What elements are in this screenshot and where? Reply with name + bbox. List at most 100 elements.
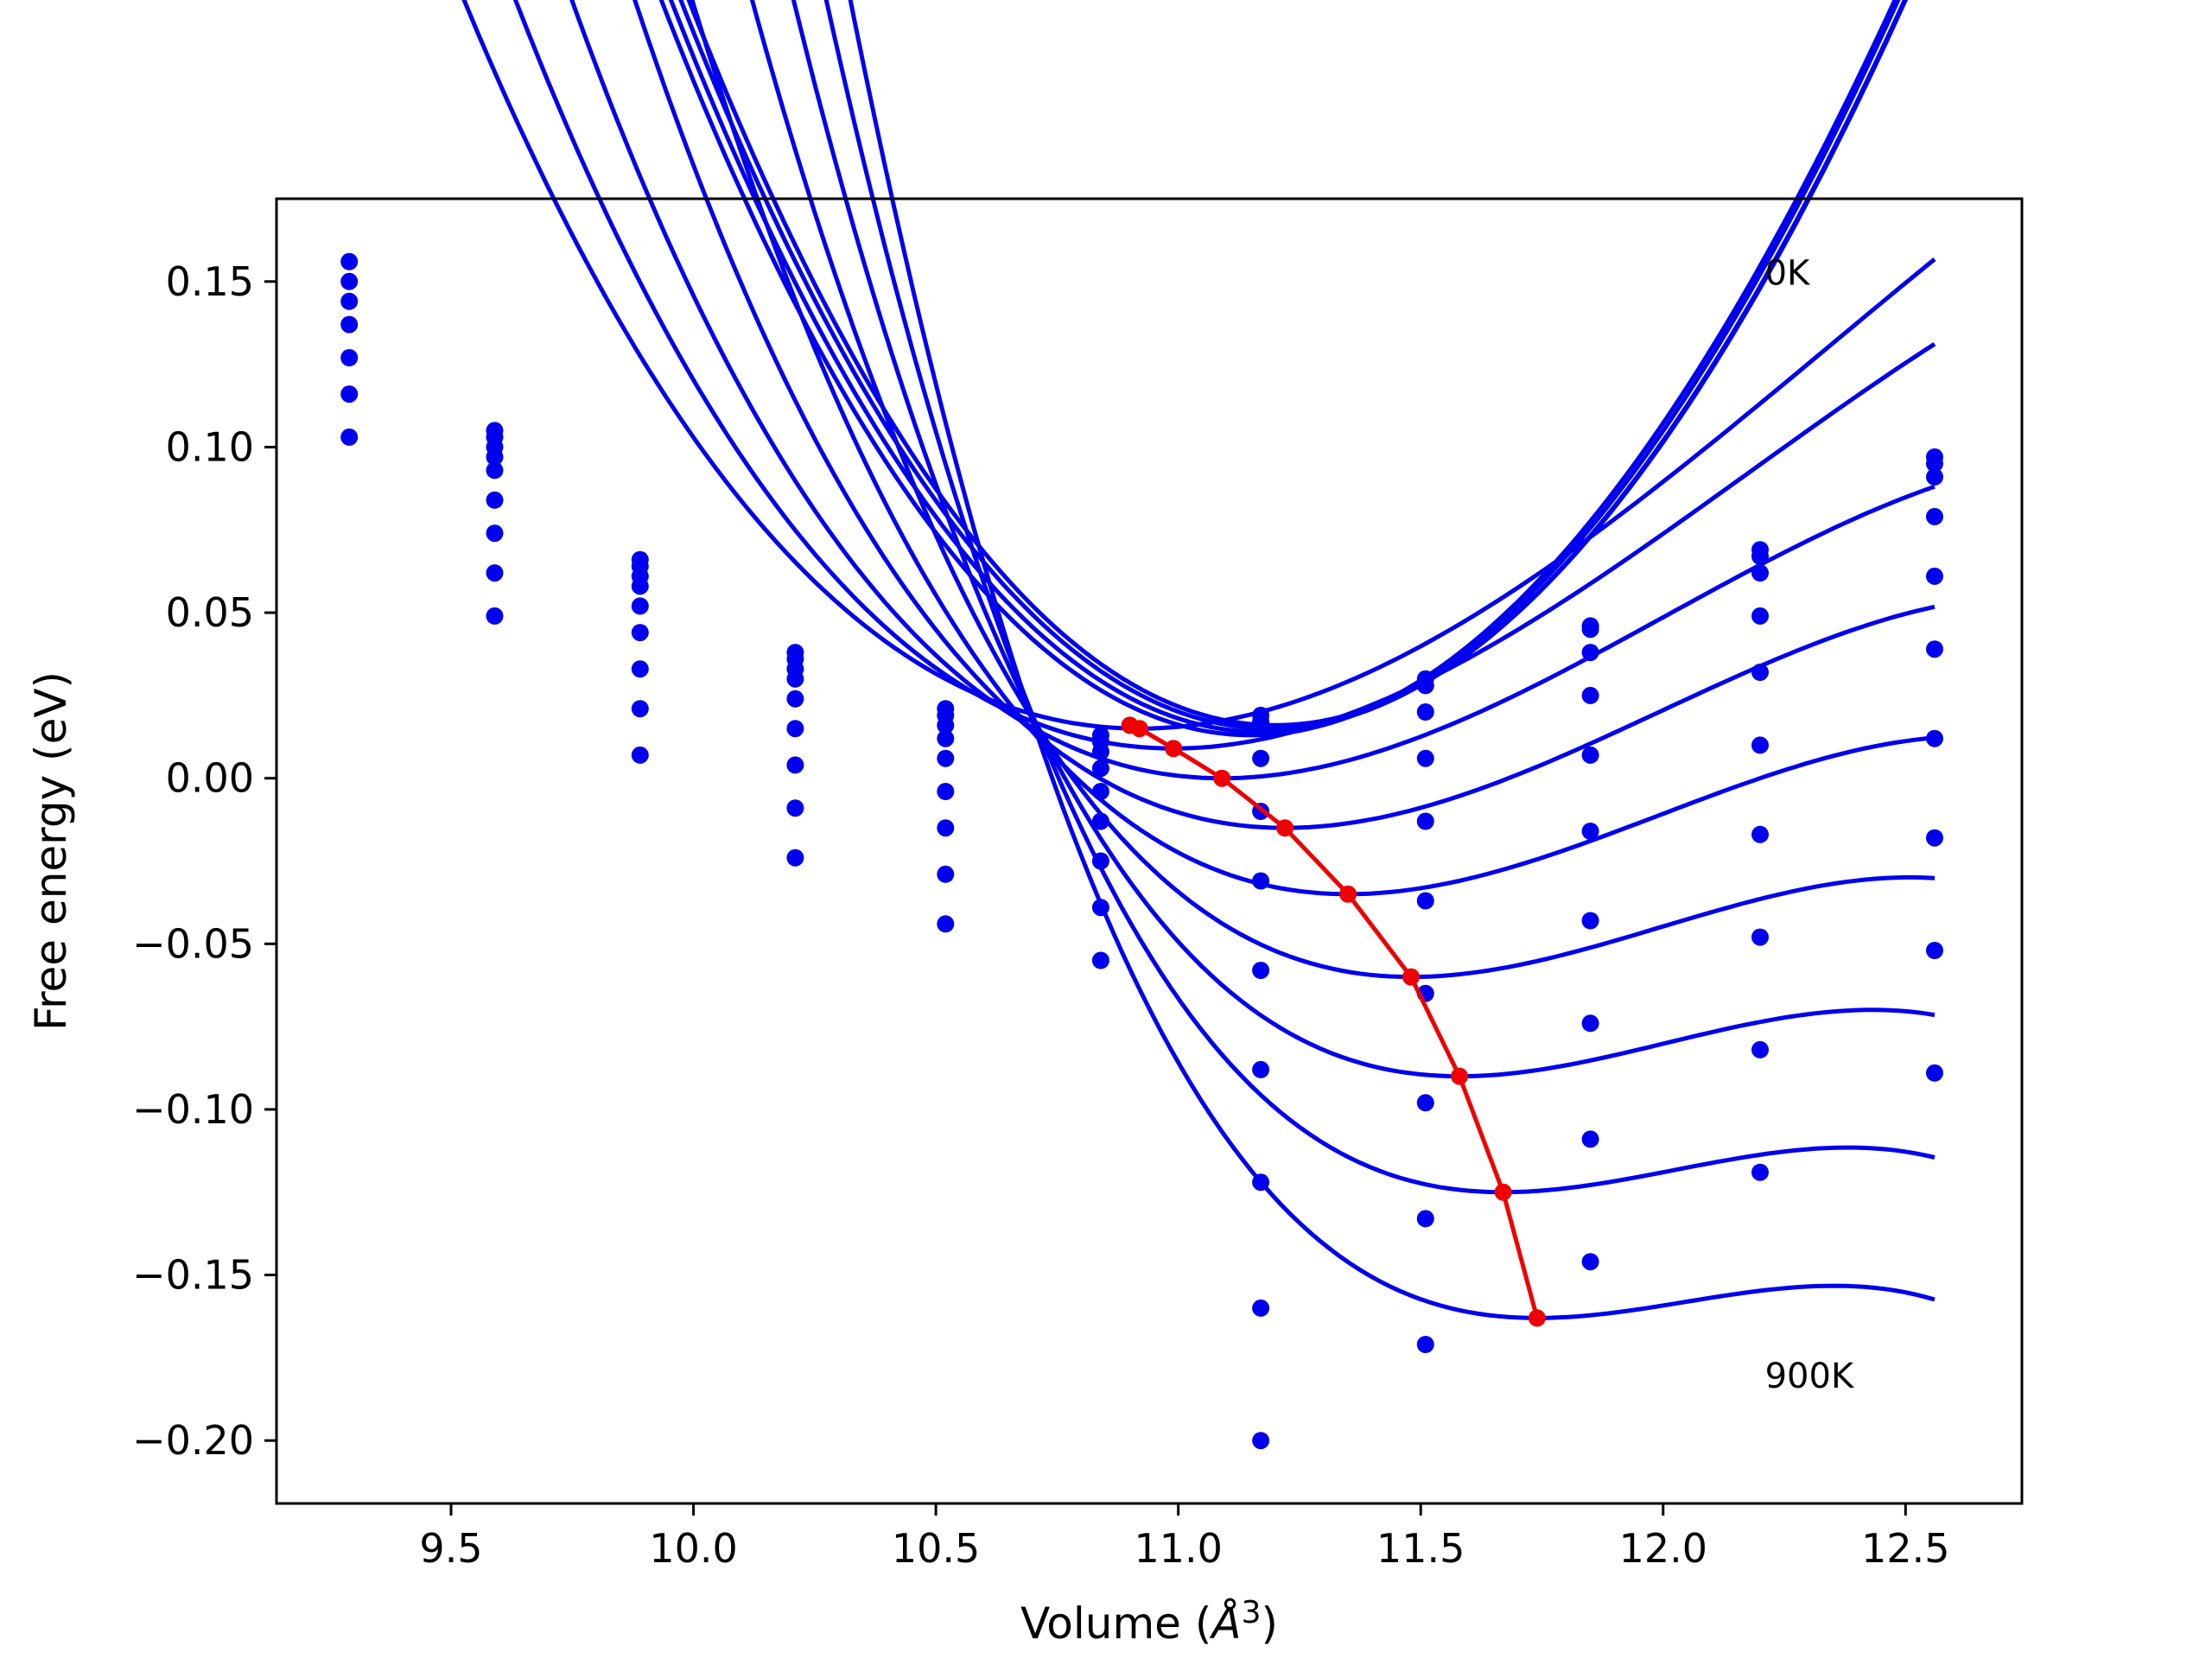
data-point-48	[1091, 783, 1109, 800]
fit-curve-3	[668, 0, 1901, 734]
data-point-38	[937, 729, 955, 747]
data-point-74	[1581, 620, 1599, 639]
data-point-72	[1416, 1336, 1434, 1353]
x-axis-label-text: Volume (	[1020, 1599, 1211, 1649]
data-point-64	[1416, 677, 1434, 695]
fit-curve-9	[690, 0, 1936, 897]
data-point-22	[631, 624, 649, 642]
data-point-94	[1926, 454, 1943, 473]
data-point-71	[1416, 1210, 1434, 1228]
data-point-60	[1252, 1173, 1270, 1192]
fit-curve-13	[848, 0, 1936, 1320]
x-axis-label-unit: Å	[1209, 1599, 1241, 1649]
data-point-30	[786, 690, 804, 708]
minimum-point-7	[1402, 968, 1420, 986]
data-point-46	[1091, 743, 1109, 760]
data-point-50	[1091, 852, 1109, 870]
minimum-point-10	[1528, 1309, 1546, 1327]
data-point-76	[1581, 686, 1599, 704]
data-point-99	[1926, 729, 1943, 747]
data-point-82	[1581, 1253, 1599, 1271]
annotations: 0K 900K	[1765, 254, 1855, 1396]
data-point-5	[340, 349, 359, 366]
y-tick-label-8: −0.20	[132, 1417, 254, 1464]
data-point-25	[631, 746, 649, 764]
minimum-point-4	[1213, 769, 1231, 787]
fit-curves	[461, 0, 1936, 1320]
fit-curve-11	[791, 0, 1936, 1079]
data-point-31	[786, 720, 804, 738]
fit-curve-7	[569, 0, 1936, 781]
x-tick-label-4: 11.0	[1134, 1525, 1222, 1572]
data-point-4	[340, 315, 359, 334]
x-axis-label: Volume (Å3)	[1020, 1595, 1278, 1649]
data-point-6	[340, 385, 359, 404]
data-point-79	[1581, 912, 1599, 930]
fit-curve-10	[749, 0, 1936, 980]
x-tick-label-3: 10.5	[892, 1525, 980, 1572]
y-tick-label-1: 0.15	[166, 258, 254, 305]
minimum-point-5	[1276, 819, 1294, 837]
y-tick-label-2: 0.10	[166, 423, 254, 470]
data-point-89	[1751, 825, 1769, 843]
data-point-54	[1252, 713, 1270, 731]
data-point-88	[1751, 736, 1769, 754]
data-point-96	[1926, 507, 1943, 525]
data-point-58	[1252, 962, 1270, 979]
annotation-1: 0K	[1765, 254, 1811, 294]
data-point-87	[1751, 664, 1769, 681]
x-tick-label-1: 9.5	[419, 1525, 482, 1572]
y-axis-label: Free energy (eV)	[26, 671, 76, 1031]
data-point-41	[937, 819, 955, 837]
data-point-7	[340, 428, 359, 446]
data-point-84	[1751, 547, 1769, 565]
data-point-11	[486, 448, 504, 466]
data-point-40	[937, 783, 955, 800]
y-tick-label-4: 0.00	[166, 755, 254, 802]
x-axis-ticks: 9.5 10.0 10.5 11.0 11.5 12.0 12.5	[419, 1503, 1950, 1572]
x-axis-label-exponent: 3	[1242, 1595, 1262, 1630]
data-point-52	[1091, 951, 1109, 969]
y-tick-label-3: 0.05	[166, 589, 254, 636]
data-point-92	[1751, 1163, 1769, 1181]
data-point-62	[1252, 1432, 1270, 1450]
fit-curve-8	[632, 0, 1936, 830]
data-point-86	[1751, 607, 1769, 625]
data-point-97	[1926, 567, 1943, 585]
data-point-23	[631, 660, 649, 678]
data-point-24	[631, 700, 649, 718]
data-point-37	[937, 716, 955, 734]
fit-curve-12	[823, 0, 1936, 1195]
data-point-21	[631, 597, 649, 615]
data-point-77	[1581, 746, 1599, 764]
data-point-43	[937, 915, 955, 933]
data-point-29	[786, 670, 804, 688]
data-point-78	[1581, 823, 1599, 840]
minimum-point-2	[1130, 720, 1148, 738]
data-point-80	[1581, 1014, 1599, 1033]
data-points	[340, 252, 1943, 1450]
data-point-42	[937, 865, 955, 883]
minimum-point-6	[1339, 885, 1357, 903]
fit-curve-2	[678, 0, 1908, 731]
data-point-81	[1581, 1130, 1599, 1148]
data-point-2	[340, 272, 359, 290]
minimum-point-9	[1494, 1183, 1512, 1201]
data-point-90	[1751, 928, 1769, 946]
data-point-59	[1252, 1060, 1270, 1078]
minimum-point-8	[1451, 1067, 1469, 1085]
data-point-16	[486, 607, 504, 625]
plot-frame	[275, 197, 2024, 1505]
data-point-20	[631, 577, 649, 595]
data-point-100	[1926, 829, 1943, 847]
minimum-line	[1121, 716, 1546, 1327]
data-point-14	[486, 524, 504, 543]
data-point-47	[1091, 760, 1109, 778]
data-point-70	[1416, 1094, 1434, 1112]
data-point-65	[1416, 703, 1434, 721]
y-tick-label-5: −0.05	[132, 920, 254, 967]
data-point-66	[1416, 749, 1434, 767]
data-point-91	[1751, 1040, 1769, 1058]
